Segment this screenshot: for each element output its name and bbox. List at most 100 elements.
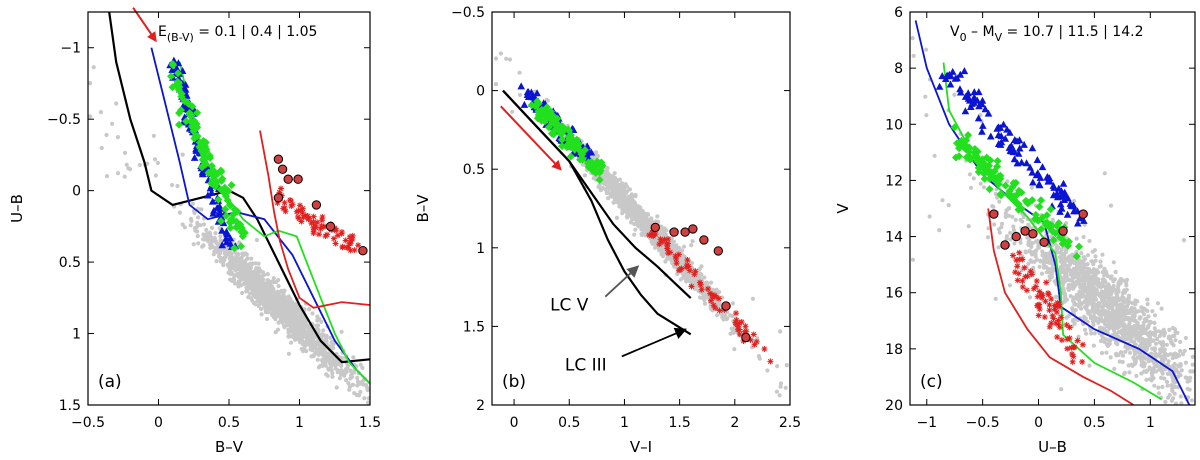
red-cross bbox=[280, 205, 287, 212]
highlight-circle bbox=[273, 154, 284, 164]
field-point bbox=[319, 334, 324, 339]
field-point bbox=[681, 244, 687, 249]
field-point bbox=[1086, 276, 1091, 282]
field-point bbox=[196, 215, 201, 220]
field-point bbox=[88, 81, 93, 86]
field-point bbox=[110, 121, 115, 126]
reddening-arrow bbox=[500, 105, 562, 171]
field-point bbox=[1151, 376, 1156, 381]
field-point bbox=[1150, 346, 1155, 351]
green-diamond bbox=[174, 69, 182, 78]
field-point bbox=[272, 300, 278, 305]
field-point bbox=[1093, 254, 1098, 259]
field-point bbox=[996, 227, 1002, 232]
field-point bbox=[189, 218, 194, 223]
field-point bbox=[1181, 238, 1187, 243]
field-point bbox=[235, 259, 240, 264]
x-tick-label: 2.5 bbox=[779, 415, 801, 431]
red-cross bbox=[293, 208, 300, 215]
field-point bbox=[1121, 307, 1126, 312]
field-point bbox=[315, 357, 320, 362]
field-point bbox=[124, 162, 129, 167]
field-point bbox=[1136, 338, 1141, 343]
field-point bbox=[251, 276, 256, 281]
green-diamond bbox=[177, 89, 186, 98]
field-point bbox=[1058, 265, 1063, 270]
field-point bbox=[1125, 336, 1130, 341]
green-diamond bbox=[589, 161, 598, 170]
field-point bbox=[1041, 251, 1046, 256]
blue-triangle bbox=[207, 188, 216, 196]
red-cross bbox=[709, 291, 716, 298]
field-point bbox=[971, 176, 976, 181]
field-point bbox=[1047, 277, 1052, 283]
field-point bbox=[348, 376, 353, 381]
field-point bbox=[1082, 271, 1087, 276]
field-point bbox=[343, 367, 349, 372]
field-point bbox=[1070, 282, 1075, 287]
field-point bbox=[308, 333, 313, 338]
green-diamond bbox=[175, 120, 183, 129]
red-cross bbox=[308, 220, 315, 227]
field-point bbox=[675, 272, 680, 277]
field-point bbox=[1140, 359, 1145, 365]
field-point bbox=[291, 335, 296, 340]
field-point bbox=[952, 92, 957, 97]
field-point bbox=[362, 396, 367, 401]
field-point bbox=[1156, 329, 1161, 334]
field-point bbox=[1107, 340, 1112, 346]
field-point bbox=[319, 319, 324, 324]
green-diamond bbox=[198, 163, 206, 172]
red-cross bbox=[321, 223, 328, 230]
field-point bbox=[114, 101, 119, 106]
red-cross bbox=[657, 236, 664, 243]
field-point bbox=[1135, 320, 1140, 325]
red-cross bbox=[691, 271, 698, 278]
green-diamond bbox=[533, 114, 542, 123]
field-point bbox=[259, 312, 264, 317]
blue-triangle bbox=[226, 234, 235, 242]
field-point bbox=[1076, 298, 1082, 303]
blue-triangle bbox=[208, 197, 217, 205]
field-point bbox=[1061, 289, 1066, 294]
field-point bbox=[199, 207, 204, 212]
field-point bbox=[180, 152, 185, 157]
field-point bbox=[1137, 344, 1142, 349]
field-point bbox=[1033, 254, 1038, 259]
field-point bbox=[1126, 363, 1131, 368]
field-point bbox=[259, 284, 264, 289]
field-point bbox=[310, 311, 315, 316]
red-cross bbox=[741, 328, 748, 335]
field-point bbox=[628, 208, 634, 213]
green-sequence bbox=[178, 61, 370, 385]
field-point bbox=[316, 365, 321, 370]
field-point bbox=[1117, 324, 1122, 329]
field-point bbox=[632, 232, 637, 237]
field-point bbox=[1133, 360, 1138, 365]
red-cross bbox=[318, 217, 325, 224]
y-tick-label: 1 bbox=[476, 241, 485, 257]
red-cross bbox=[650, 233, 657, 240]
field-point bbox=[967, 172, 973, 177]
field-point bbox=[1026, 222, 1031, 227]
field-point bbox=[218, 234, 223, 239]
field-point bbox=[1133, 298, 1138, 303]
field-point bbox=[638, 214, 643, 219]
field-point bbox=[281, 297, 286, 302]
field-point bbox=[244, 269, 249, 274]
field-point bbox=[1091, 279, 1096, 284]
field-point bbox=[1127, 324, 1132, 329]
field-point bbox=[104, 132, 109, 138]
field-point bbox=[1102, 302, 1107, 307]
field-point bbox=[1172, 391, 1177, 396]
red-cross bbox=[342, 237, 349, 244]
field-point bbox=[1190, 354, 1195, 359]
field-point bbox=[996, 245, 1001, 250]
field-point bbox=[228, 267, 233, 272]
field-point bbox=[1173, 338, 1178, 343]
field-point bbox=[1164, 379, 1170, 384]
y-tick-label: 2 bbox=[476, 398, 485, 414]
field-point bbox=[1115, 293, 1120, 298]
green-diamond bbox=[237, 242, 245, 251]
